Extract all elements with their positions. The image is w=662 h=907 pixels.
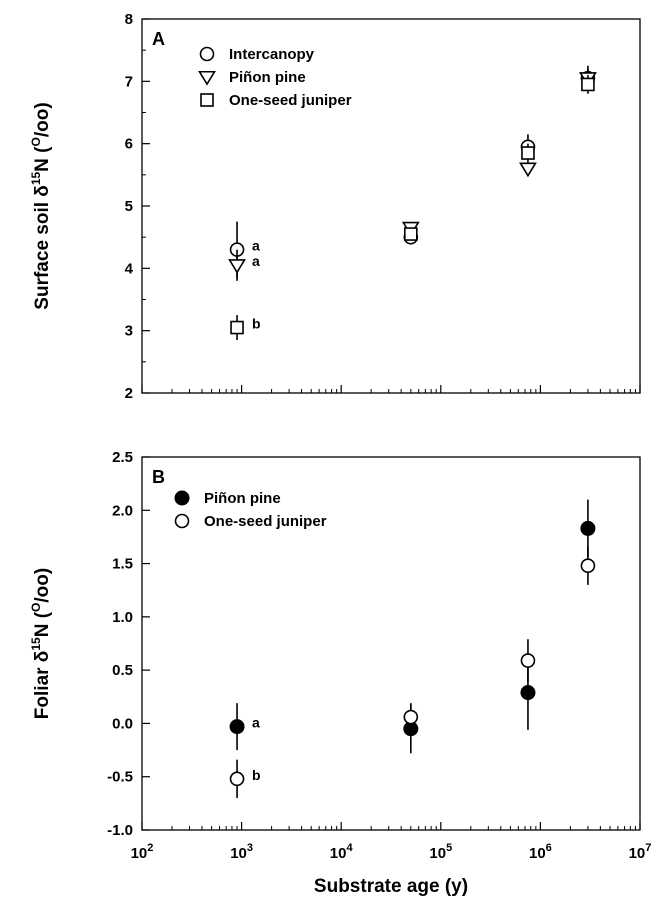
y-tick-label: 0.5 [112,662,133,679]
marker-square [521,146,535,160]
marker-open-circle [229,771,245,787]
y-axis-title: Foliar δ15N (O/oo) [29,568,53,719]
significance-letter: a [252,253,260,269]
x-tick-base: 10 [330,845,347,862]
y-tick-label: 2.0 [112,502,133,519]
y-tick-label: 2 [125,385,133,402]
marker-square [230,320,244,335]
marker-triangle [198,70,216,86]
x-tick-exp: 7 [645,842,651,854]
data-series: b [229,546,596,799]
y-axis-title-part: /oo) [32,568,53,603]
x-tick-base: 10 [230,845,247,862]
marker-open-circle [199,46,215,62]
panel-label: A [152,29,165,49]
x-tick-base: 10 [131,845,148,862]
y-axis-title-sup: O [29,137,43,146]
legend-label: One-seed juniper [204,513,327,530]
y-axis-title: Surface soil δ15N (O/oo) [29,102,53,309]
y-axis-title-sup: 15 [29,637,43,651]
legend-label: Piñon pine [229,69,306,86]
marker-square [404,227,418,241]
legend-label: Piñon pine [204,490,281,507]
marker-triangle [228,259,246,274]
panel-b: -1.0 -0.5 0.0 0.5 1.0 1.5 2.0 2.5 B Foliar δ15N (… [29,449,651,897]
y-axis-title-part: N ( [32,611,53,637]
legend-item: Intercanopy [199,46,315,63]
y-axis-title-part: N ( [32,146,53,172]
legend-item: Piñon pine [198,69,306,86]
x-tick-exp: 4 [346,842,353,854]
x-tick-exp: 2 [147,842,153,854]
significance-letter: b [252,316,261,332]
marker-filled-circle [174,490,190,506]
data-series: b [230,75,595,341]
x-axis-title: Substrate age (y) [314,876,468,897]
y-tick-label: 4 [125,260,134,277]
x-tick-label: 106 [529,842,552,862]
panel-label: B [152,467,165,487]
y-tick-label: 5 [125,198,133,215]
x-tick-base: 10 [529,845,546,862]
y-tick-label: 3 [125,323,133,340]
y-axis-title-sup: 15 [29,171,43,185]
y-tick-label: 6 [125,136,133,153]
x-tick-base: 10 [429,845,446,862]
legend-item: Piñon pine [174,490,281,507]
y-tick-label: 8 [125,11,133,28]
marker-filled-circle [229,719,245,735]
marker-filled-circle [520,685,536,701]
panel-a: 2 3 4 5 6 7 8 A Surface soil δ15N (O/oo) Intercan… [29,11,641,402]
x-tick-label: 107 [629,842,652,862]
plot-frame [141,456,641,831]
y-tick-label: -0.5 [107,769,133,786]
significance-letter: a [252,238,260,254]
x-tick-label: 103 [230,842,253,862]
marker-open-circle [580,558,596,574]
significance-letter: b [252,767,261,783]
legend-label: Intercanopy [229,46,315,63]
y-axis-title-part: Foliar δ [32,651,53,720]
y-tick-label: 0.0 [112,715,133,732]
y-tick-label: -1.0 [107,822,133,839]
y-axis-title-part: Surface soil δ [32,185,53,310]
marker-open-circle [403,709,419,725]
y-tick-label: 7 [125,73,133,90]
y-tick-label: 1.5 [112,556,133,573]
x-tick-base: 10 [629,845,646,862]
x-tick-exp: 6 [546,842,552,854]
y-axis-title-part: /oo) [32,102,53,137]
legend-item: One-seed juniper [200,92,352,109]
x-tick-exp: 5 [446,842,452,854]
legend-label: One-seed juniper [229,92,352,109]
marker-open-circle [174,513,190,529]
marker-open-circle [520,653,536,668]
marker-square [200,93,214,107]
marker-filled-circle [580,520,596,536]
plot-frame [141,18,641,394]
x-tick-label: 104 [330,842,354,862]
marker-triangle [519,162,537,178]
x-tick-exp: 3 [247,842,253,854]
significance-letter: a [252,715,260,731]
legend-item: One-seed juniper [174,513,327,530]
y-tick-label: 2.5 [112,449,133,466]
y-tick-label: 1.0 [112,609,133,626]
marker-square [581,77,595,92]
x-tick-label: 102 [131,842,154,862]
x-tick-label: 105 [429,842,452,862]
y-axis-title-sup: O [29,603,43,612]
